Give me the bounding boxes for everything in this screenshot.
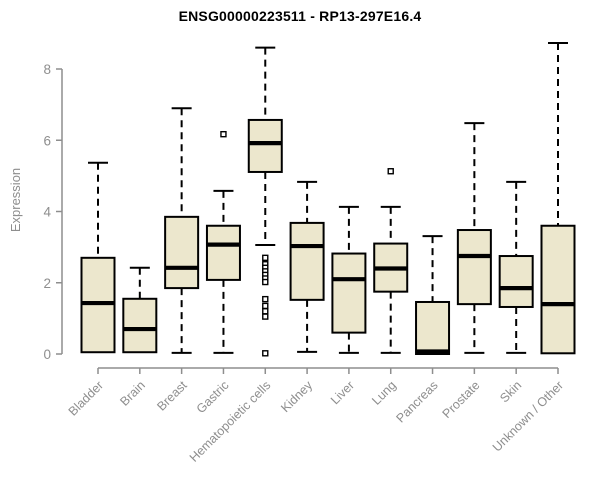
x-tick-label: Unknown / Other	[490, 378, 566, 454]
boxplot-lung	[373, 168, 409, 354]
boxplot-unknown-other	[540, 41, 576, 355]
outlier-point	[262, 295, 269, 303]
y-tick-label: 0	[43, 347, 51, 362]
outlier-point	[262, 308, 269, 315]
x-tick-label: Brain	[117, 378, 148, 409]
iqr-box	[415, 300, 451, 355]
x-tick-label: Lung	[369, 378, 399, 408]
boxplot-skin	[498, 180, 534, 354]
y-tick-label: 4	[43, 205, 51, 220]
iqr-box	[247, 118, 283, 173]
chart-title: ENSG00000223511 - RP13-297E16.4	[178, 8, 422, 24]
x-tick-label: Liver	[328, 378, 357, 407]
y-tick-label: 6	[43, 133, 51, 148]
outlier-point	[262, 350, 269, 357]
iqr-box	[289, 221, 325, 301]
boxplot-prostate	[456, 122, 492, 354]
boxplot-brain	[122, 266, 158, 354]
outlier-point	[262, 254, 269, 262]
iqr-box	[331, 252, 367, 334]
x-tick-label: Skin	[497, 378, 524, 405]
x-tick-label: Pancreas	[393, 378, 440, 425]
iqr-box	[498, 255, 534, 308]
iqr-box	[540, 224, 576, 355]
outlier-point	[387, 168, 394, 175]
outlier-point	[220, 130, 227, 138]
boxplot-gastric	[205, 130, 241, 354]
iqr-box	[456, 229, 492, 306]
iqr-box	[122, 297, 158, 354]
boxplot-bladder	[80, 161, 116, 354]
iqr-box	[205, 224, 241, 281]
y-tick-label: 2	[43, 276, 51, 291]
x-tick-label: Gastric	[194, 378, 232, 416]
x-tick-label: Breast	[154, 378, 190, 414]
outlier-point	[262, 302, 269, 310]
boxplot-liver	[331, 205, 367, 354]
boxplot-breast	[164, 107, 200, 354]
boxplot-kidney	[289, 180, 325, 353]
x-tick-label: Prostate	[440, 378, 483, 421]
x-tick-label: Bladder	[66, 378, 106, 418]
y-tick-label: 8	[43, 62, 51, 77]
iqr-box	[164, 215, 200, 290]
boxplot-hematopoietic-cells	[247, 46, 283, 357]
x-tick-label: Kidney	[278, 378, 315, 415]
outlier-point	[262, 278, 269, 286]
outlier-point	[262, 313, 269, 320]
boxplot-pancreas	[415, 235, 451, 355]
x-tick-label: Hematopoietic cells	[187, 378, 274, 465]
